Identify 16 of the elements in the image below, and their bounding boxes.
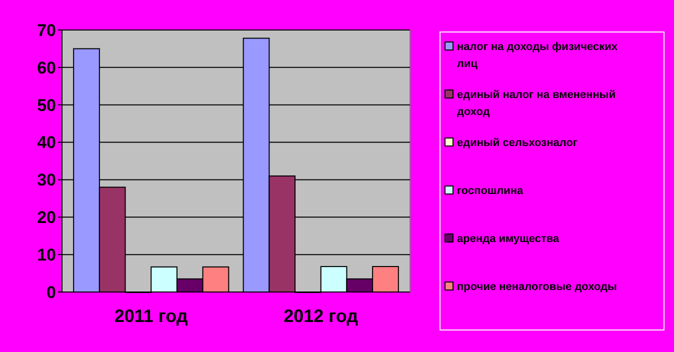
x-tick-label: 2012 год	[284, 306, 359, 326]
y-tick-label: 10	[37, 246, 56, 265]
legend-label: налог на доходы физических лиц	[457, 41, 618, 70]
legend-label: единый налог на вмененный доход	[457, 89, 616, 118]
legend-label: аренда имущества	[457, 233, 560, 245]
y-tick-label: 70	[37, 20, 56, 40]
y-tick-label: 20	[37, 208, 56, 228]
y-tick-label: 60	[37, 58, 56, 78]
y-tick-label: 30	[37, 170, 56, 190]
y-tick-label: 40	[37, 133, 56, 152]
legend-label: прочие неналоговые доходы	[457, 281, 617, 293]
y-tick-label: 0	[46, 282, 56, 302]
legend-label: госпошлина	[457, 185, 524, 197]
x-tick-label: 2011 год	[114, 306, 188, 326]
legend-label: единый сельхозналог	[457, 137, 578, 149]
y-tick-label: 50	[37, 96, 56, 115]
